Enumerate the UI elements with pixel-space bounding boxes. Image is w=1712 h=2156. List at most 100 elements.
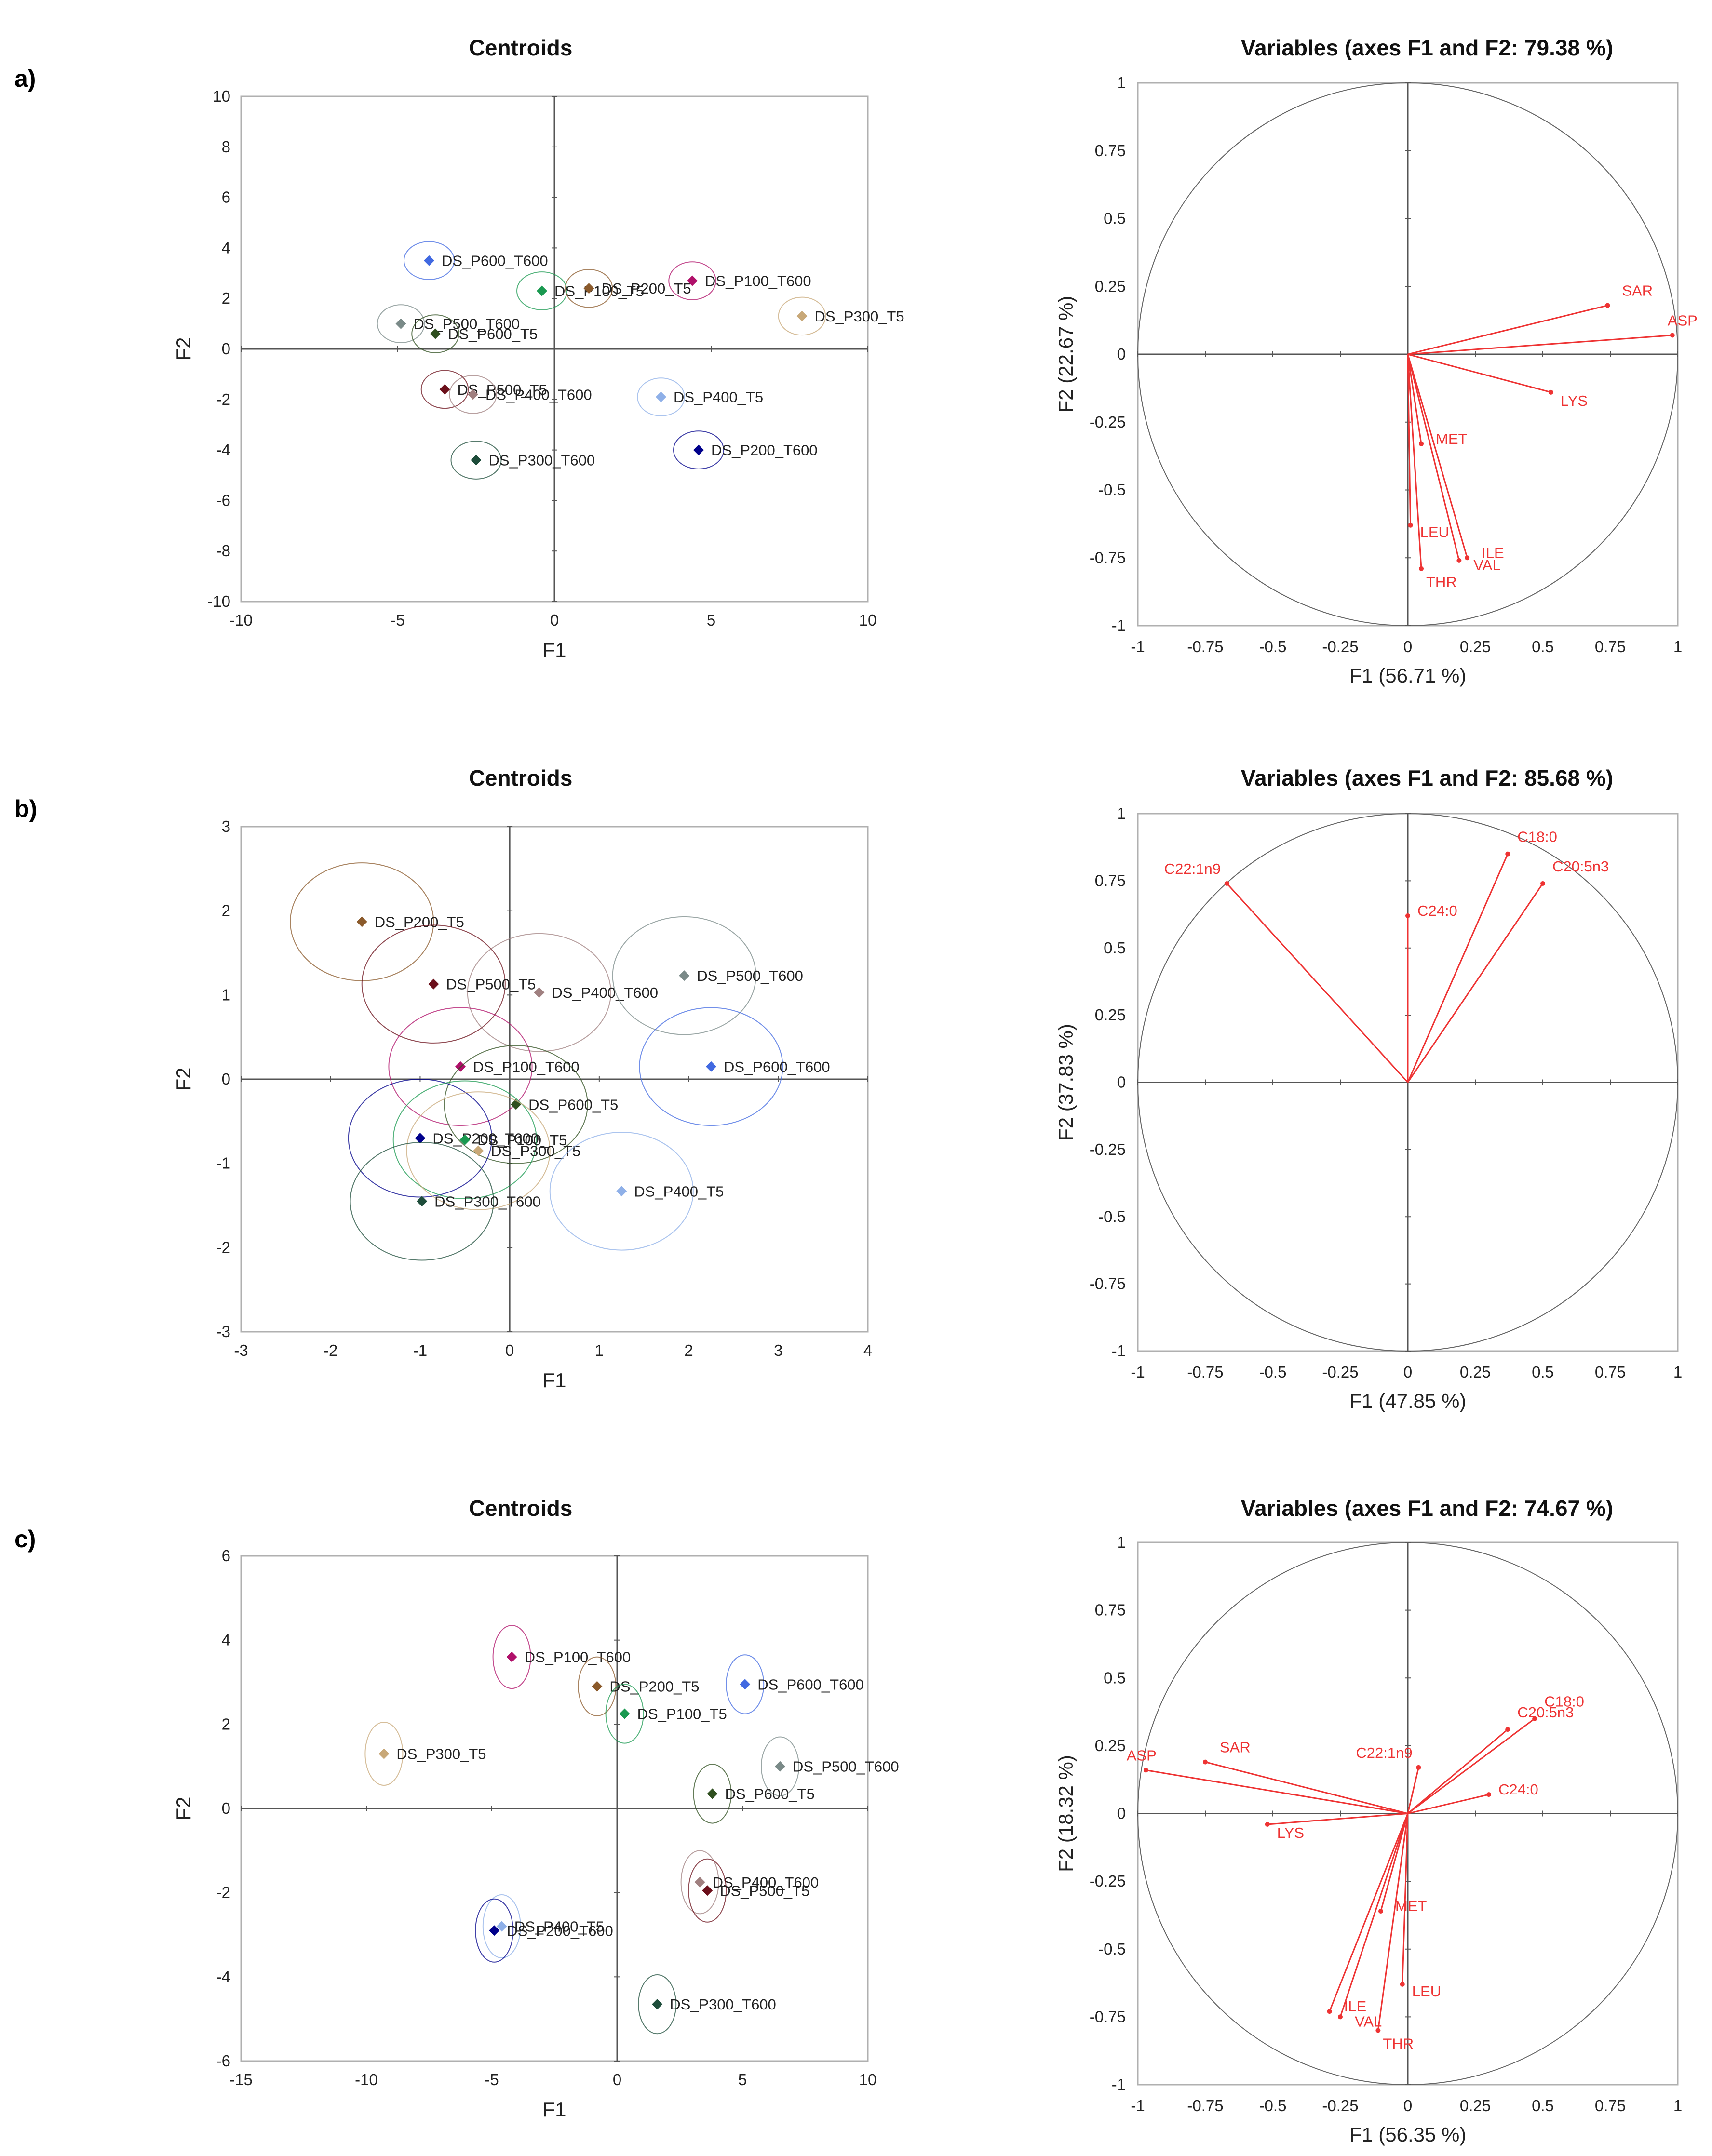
variable-vector-tip: [1548, 389, 1553, 395]
variable-vector-tip: [1265, 1822, 1270, 1827]
centroid-label: DS_P100_T5: [477, 1132, 567, 1149]
confidence-ellipse: [761, 1736, 799, 1796]
variable-label: LEU: [1420, 524, 1449, 541]
variable-vector: [1407, 854, 1509, 1083]
centroid-point: [378, 1748, 390, 1759]
centroid-label: DS_P300_T5: [396, 1745, 486, 1762]
y-tick-label: 4: [222, 1631, 230, 1649]
confidence-ellipse: [680, 1850, 719, 1915]
confidence-ellipse: [388, 1007, 533, 1126]
variable-vector-tip: [1532, 1716, 1537, 1721]
centroid-point: [415, 1133, 426, 1144]
y-tick-label: -1: [1112, 2076, 1126, 2093]
x-tick-label: 0: [1403, 2097, 1412, 2115]
y-tick-label: 0.75: [1095, 142, 1126, 160]
centroid-label: DS_P100_T600: [705, 273, 811, 290]
centroid-point: [740, 1679, 751, 1690]
y-tick-label: -0.5: [1098, 481, 1126, 499]
centroid-label: DS_P100_T5: [637, 1706, 727, 1723]
y-tick-label: 0: [1117, 345, 1126, 363]
confidence-ellipse: [668, 261, 716, 300]
y-tick-label: 0.5: [1104, 210, 1126, 228]
x-tick-label: 0.75: [1595, 2097, 1626, 2115]
confidence-ellipse: [726, 1654, 765, 1714]
y-tick-label: 0: [222, 1799, 230, 1817]
variable-label: LYS: [1277, 1824, 1304, 1841]
y-tick-label: 0.5: [1104, 939, 1126, 957]
centroid-point: [489, 1925, 500, 1936]
y-tick-label: 6: [222, 1547, 230, 1565]
centroid-label: DS_P300_T600: [489, 452, 595, 469]
x-tick-label: 1: [595, 1341, 604, 1359]
panel-label: a): [14, 65, 36, 92]
y-tick-label: 4: [222, 239, 230, 256]
centroid-point: [687, 275, 698, 286]
variable-vector: [1407, 354, 1422, 569]
variable-vector: [1329, 1813, 1409, 2012]
x-tick-label: 0.25: [1460, 2097, 1491, 2115]
variable-vector: [1407, 1767, 1419, 1814]
y-tick-label: 3: [222, 817, 230, 835]
variable-label: VAL: [1473, 557, 1500, 574]
y-tick-label: -0.25: [1090, 1140, 1126, 1158]
confidence-ellipse: [350, 1142, 494, 1261]
variable-vector: [1407, 1794, 1489, 1814]
variable-label: SAR: [1622, 282, 1653, 299]
centroid-point: [619, 1708, 630, 1719]
centroid-point: [430, 328, 441, 339]
centroid-point: [583, 283, 594, 294]
x-tick-label: 3: [774, 1341, 782, 1359]
centroid-point: [534, 987, 545, 998]
variable-vector-tip: [1540, 881, 1545, 886]
y-tick-label: -2: [216, 390, 230, 408]
variable-vector-tip: [1505, 851, 1510, 857]
variable-vector: [1407, 305, 1608, 355]
confidence-ellipse: [605, 1684, 644, 1744]
centroid-label: DS_P500_T600: [414, 316, 520, 333]
chart-title: Variables (axes F1 and F2: 74.67 %): [1241, 1496, 1613, 1521]
x-tick-label: 4: [863, 1341, 872, 1359]
x-tick-label: 0.5: [1532, 1363, 1554, 1381]
confidence-ellipse: [565, 268, 613, 308]
centroid-label: DS_P200_T5: [375, 913, 464, 930]
x-tick-label: -10: [229, 611, 253, 629]
x-tick-label: 0.25: [1460, 1363, 1491, 1381]
centroid-label: DS_P200_T600: [432, 1130, 539, 1147]
confidence-ellipse: [392, 1080, 537, 1200]
centroid-point: [428, 978, 439, 990]
x-tick-label: 0.5: [1532, 638, 1554, 656]
variable-vector-tip: [1143, 1768, 1148, 1773]
variable-vector: [1407, 883, 1544, 1083]
centroids-chart: Centroids -10 -5 0 5 10 -10 -8 -6 -4 -2 0 2 4 6 8 10 F1 F2…: [172, 35, 904, 661]
variable-label: SAR: [1220, 1739, 1251, 1756]
y-tick-label: -3: [216, 1323, 230, 1340]
centroid-label: DS_P500_T5: [720, 1882, 809, 1899]
y-tick-label: 1: [222, 986, 230, 1004]
centroid-point: [395, 318, 406, 329]
variable-vector: [1377, 1813, 1409, 2031]
x-tick-label: 2: [684, 1341, 693, 1359]
chart-title: Centroids: [469, 35, 573, 60]
x-tick-label: 0: [1403, 638, 1412, 656]
variable-vector-tip: [1605, 303, 1610, 308]
variable-vector-tip: [1408, 522, 1413, 528]
variable-label: ILE: [1482, 544, 1504, 561]
centroid-point: [506, 1651, 517, 1662]
y-tick-label: 0: [1117, 1073, 1126, 1091]
centroid-label: DS_P300_T5: [815, 308, 904, 325]
chart-title: Centroids: [469, 1496, 573, 1521]
centroid-point: [706, 1061, 716, 1072]
variable-vector: [1407, 354, 1422, 444]
variable-label: C24:0: [1498, 1781, 1538, 1798]
y-axis-label: F2: [172, 1796, 195, 1820]
y-axis-label: F2: [172, 1067, 195, 1091]
confidence-ellipse: [578, 1656, 617, 1716]
panel-2: b) Centroids -3 -2 -1 0 1 2 3 4 -3 -2 -1 0 1 2 3 F1 F2 DS_P…: [14, 765, 1682, 1412]
y-tick-label: -1: [216, 1154, 230, 1172]
x-tick-label: 0: [613, 2071, 621, 2089]
confidence-ellipse: [475, 1898, 514, 1963]
confidence-ellipse: [467, 933, 612, 1052]
y-tick-label: -1: [1112, 1342, 1126, 1360]
centroid-label: DS_P600_T5: [725, 1785, 815, 1802]
variable-label: LYS: [1561, 392, 1588, 409]
